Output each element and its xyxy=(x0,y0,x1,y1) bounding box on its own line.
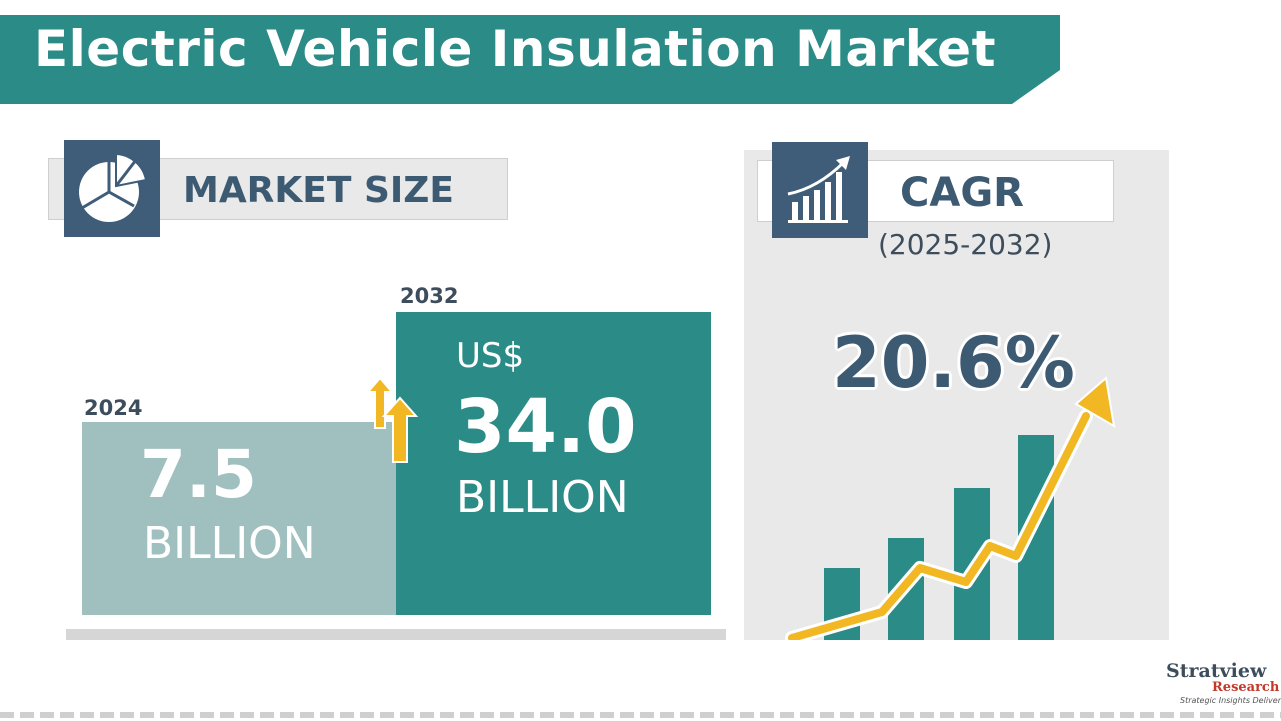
value-2032: 34.0 xyxy=(454,384,637,470)
cagr-period: (2025-2032) xyxy=(878,228,1053,261)
title-banner xyxy=(0,15,1060,104)
year-label-2032: 2032 xyxy=(400,284,459,308)
rising-trend-chart-icon xyxy=(785,376,1116,640)
bar-2032 xyxy=(396,312,711,615)
value-2024: 7.5 xyxy=(140,436,257,513)
cagr-value: 20.6% xyxy=(832,322,1075,404)
bar-2024 xyxy=(82,422,398,615)
growth-bar-chart-icon xyxy=(787,156,850,223)
page-title: Electric Vehicle Insulation Market xyxy=(34,20,996,78)
cagr-icon-box xyxy=(772,142,868,238)
up-arrows-icon xyxy=(365,378,419,463)
logo-tagline: Strategic Insights Delivered xyxy=(1180,696,1281,705)
logo-sub: Research xyxy=(1212,680,1280,695)
baseline xyxy=(66,629,726,640)
currency-2032: US$ xyxy=(456,336,525,376)
cagr-label: CAGR xyxy=(900,170,1024,216)
pie-chart-icon xyxy=(79,152,148,222)
unit-2032: BILLION xyxy=(456,472,629,523)
market-size-icon-box xyxy=(64,140,160,237)
year-label-2024: 2024 xyxy=(84,396,143,420)
logo-name: Stratview xyxy=(1166,660,1267,682)
footer-dashed-line xyxy=(0,712,1281,718)
market-size-label: MARKET SIZE xyxy=(183,170,455,211)
unit-2024: BILLION xyxy=(143,518,316,569)
